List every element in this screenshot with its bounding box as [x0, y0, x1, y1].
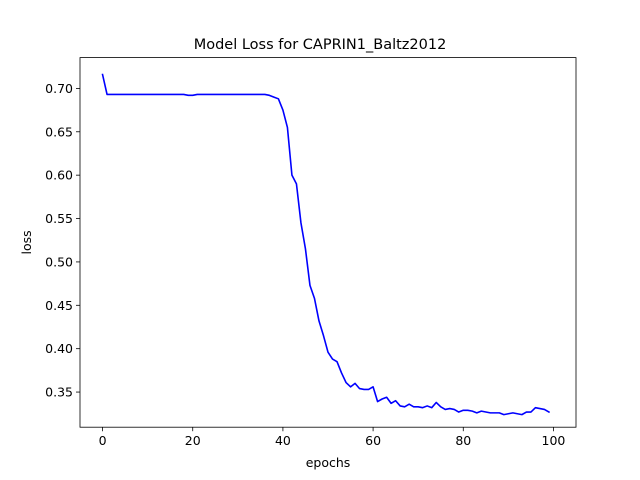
- series-layer: [101, 73, 551, 416]
- x-tick-label: 100: [542, 433, 566, 448]
- x-axis-label: epochs: [306, 455, 351, 470]
- loss-series-line: [101, 73, 551, 416]
- plot-frame: [79, 57, 577, 428]
- x-tick-label: 20: [185, 433, 201, 448]
- y-tick-label: 0.35: [45, 385, 73, 400]
- y-axis: 0.35 0.40 0.45 0.50 0.55 0.60 0.65 0.70: [45, 81, 80, 400]
- y-tick-label: 0.40: [45, 341, 73, 356]
- x-tick-label: 0: [99, 433, 107, 448]
- y-tick-label: 0.60: [45, 168, 73, 183]
- x-tick-label: 60: [365, 433, 381, 448]
- x-axis: 0 20 40 60 80 100: [99, 427, 566, 448]
- x-tick-label: 80: [455, 433, 471, 448]
- y-tick-label: 0.45: [45, 298, 73, 313]
- y-tick-label: 0.65: [45, 124, 73, 139]
- x-tick-label: 40: [275, 433, 291, 448]
- y-axis-label: loss: [19, 230, 34, 254]
- y-tick-label: 0.55: [45, 211, 73, 226]
- chart-title: Model Loss for CAPRIN1_Baltz2012: [194, 37, 447, 53]
- y-tick-label: 0.70: [45, 81, 73, 96]
- plot-area: [80, 57, 576, 428]
- y-tick-label: 0.50: [45, 254, 73, 269]
